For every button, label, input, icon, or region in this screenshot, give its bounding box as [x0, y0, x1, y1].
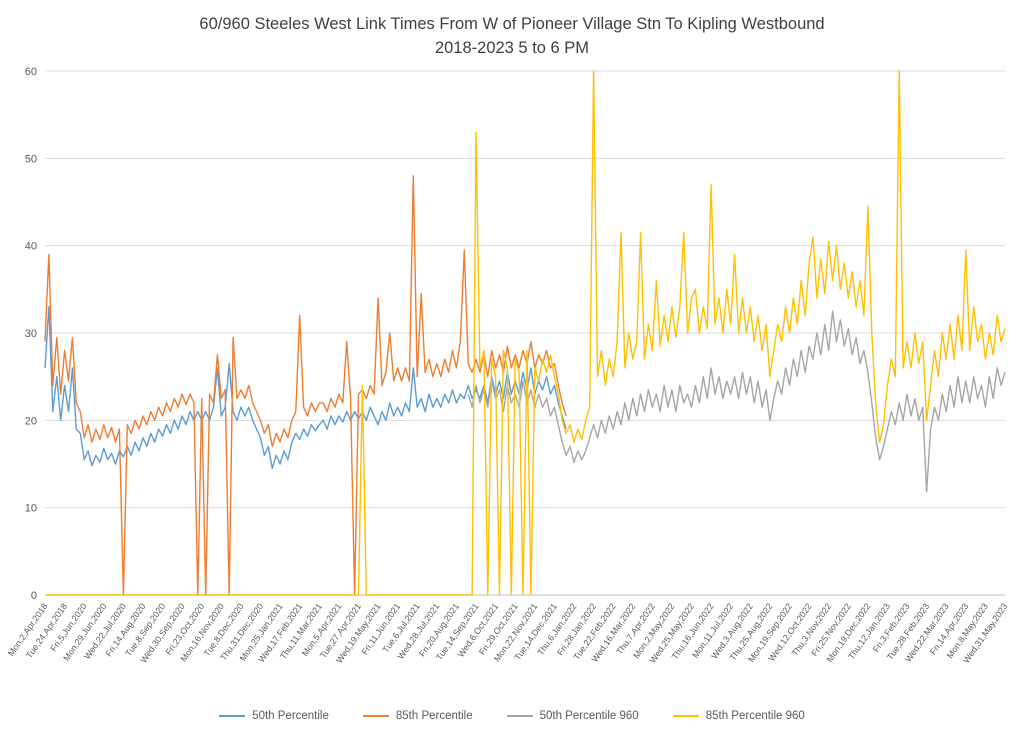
series-line-50th-percentile-960 — [467, 310, 1006, 493]
legend-line-swatch-icon — [506, 714, 533, 718]
y-axis-tick-label: 40 — [25, 241, 37, 253]
chart-title-line1: 60/960 Steeles West Link Times From W of… — [199, 15, 825, 33]
y-axis-tick-label: 0 — [31, 590, 37, 602]
legend-line-swatch-icon — [362, 714, 389, 718]
legend-label: 85th Percentile — [395, 710, 473, 722]
legend-line-swatch-icon — [672, 714, 699, 718]
legend-item-85th-percentile-960: 85th Percentile 960 — [672, 710, 805, 722]
chart-title: 60/960 Steeles West Link Times From W of… — [0, 12, 1024, 60]
y-axis-tick-label: 50 — [25, 153, 37, 165]
series-line-85th-percentile — [44, 175, 567, 596]
legend-line-swatch-icon — [219, 714, 246, 718]
legend-item-50th-percentile-960: 50th Percentile 960 — [506, 710, 639, 722]
y-axis-tick-label: 10 — [25, 503, 37, 515]
y-axis-tick-label: 30 — [25, 328, 37, 340]
legend-label: 50th Percentile 960 — [539, 710, 639, 722]
y-axis-tick-label: 20 — [25, 415, 37, 427]
legend-item-85th-percentile: 85th Percentile — [362, 710, 473, 722]
series-line-50th-percentile — [44, 306, 567, 470]
chart-title-line2: 2018-2023 5 to 6 PM — [434, 39, 590, 57]
y-axis-tick-label: 60 — [25, 66, 37, 78]
legend-label: 50th Percentile — [252, 710, 329, 722]
legend-label: 85th Percentile 960 — [705, 710, 805, 722]
chart-legend: 50th Percentile 85th Percentile 50th Per… — [0, 710, 1024, 722]
series-line-85th-percentile-960 — [45, 70, 1006, 596]
legend-item-50th-percentile: 50th Percentile — [219, 710, 329, 722]
